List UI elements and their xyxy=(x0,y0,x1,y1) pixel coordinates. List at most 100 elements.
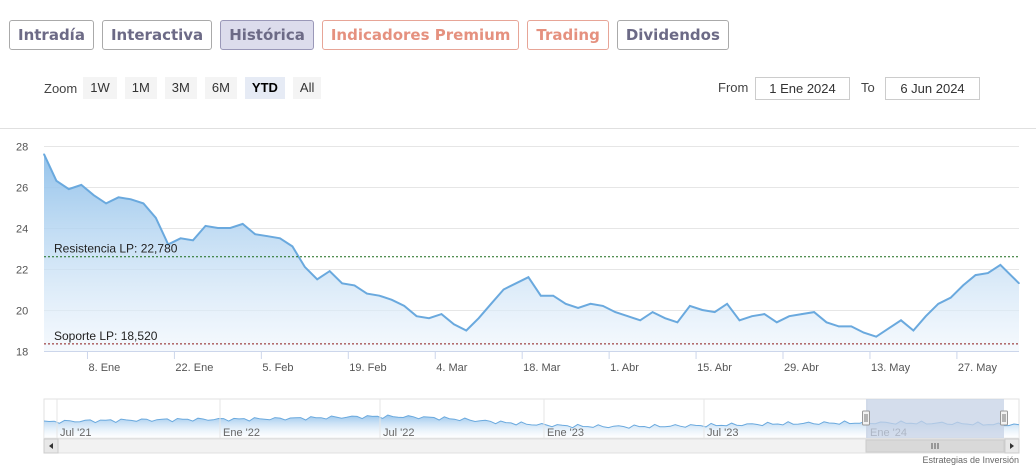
data-point xyxy=(589,303,592,305)
x-tick-label: 29. Abr xyxy=(784,362,819,374)
data-point xyxy=(453,323,455,326)
data-point xyxy=(552,294,554,297)
data-point xyxy=(477,317,480,320)
tab-intradía[interactable]: Intradía xyxy=(9,20,94,50)
data-point xyxy=(428,317,430,320)
data-point xyxy=(713,311,716,313)
brand-credit: Estrategias de Inversión xyxy=(922,455,1019,465)
data-point xyxy=(614,311,617,313)
data-point xyxy=(192,239,194,242)
data-point xyxy=(627,315,629,318)
zoom-1w-button[interactable]: 1W xyxy=(83,77,117,99)
data-point xyxy=(142,202,145,205)
data-point xyxy=(43,153,45,155)
zoom-bar: Zoom 1W 1M 3M 6M YTD All xyxy=(44,77,329,99)
scroll-right-arrow-icon xyxy=(1010,443,1014,449)
navigator-label: Ene '22 xyxy=(223,427,260,439)
data-point xyxy=(639,319,641,322)
x-tick-label: 15. Abr xyxy=(697,362,732,374)
data-point xyxy=(664,317,666,320)
tab-indicadores-premium[interactable]: Indicadores Premium xyxy=(321,20,520,50)
data-point xyxy=(279,237,281,240)
y-tick-label: 26 xyxy=(16,183,28,195)
support-label: Soporte LP: 18,520 xyxy=(54,329,158,343)
data-point xyxy=(925,315,927,318)
x-tick-label: 27. May xyxy=(958,362,998,374)
data-point xyxy=(105,202,107,205)
data-point xyxy=(689,305,691,307)
x-tick-label: 22. Ene xyxy=(175,362,213,374)
navigator-label: Jul '22 xyxy=(383,427,414,439)
tab-dividendos[interactable]: Dividendos xyxy=(616,20,729,50)
tab-trading[interactable]: Trading xyxy=(527,20,609,50)
data-point xyxy=(92,194,95,196)
x-tick-label: 13. May xyxy=(871,362,911,374)
data-point xyxy=(68,188,70,190)
data-point xyxy=(1012,276,1014,279)
data-point xyxy=(415,315,418,318)
data-point xyxy=(937,303,940,305)
data-point xyxy=(328,270,331,272)
data-point xyxy=(949,296,952,299)
data-point xyxy=(55,180,58,182)
y-tick-label: 24 xyxy=(16,224,28,236)
data-point xyxy=(974,274,977,276)
data-point xyxy=(440,313,443,315)
data-point xyxy=(999,264,1002,266)
data-point xyxy=(738,319,741,322)
data-point xyxy=(726,303,728,305)
data-point xyxy=(502,288,505,291)
data-point xyxy=(602,305,604,307)
data-point xyxy=(887,327,890,330)
navigator-label: Ene '23 xyxy=(547,427,584,439)
data-point xyxy=(117,196,120,199)
resistance-label: Resistencia LP: 22,780 xyxy=(54,242,178,256)
navigator-label: Jul '21 xyxy=(60,427,91,439)
to-date-input[interactable]: 6 Jun 2024 xyxy=(885,77,980,100)
data-point xyxy=(167,243,169,246)
data-point xyxy=(800,313,803,315)
zoom-1m-button[interactable]: 1M xyxy=(124,77,157,99)
navigator-label: Jul '23 xyxy=(707,427,738,439)
x-tick-label: 8. Ene xyxy=(88,362,120,374)
price-area xyxy=(44,154,1019,351)
y-tick-label: 28 xyxy=(16,142,28,154)
navigator-right-handle[interactable] xyxy=(1000,410,1008,426)
zoom-all-button[interactable]: All xyxy=(292,77,322,99)
data-point xyxy=(391,299,393,301)
tab-histórica[interactable]: Histórica xyxy=(220,20,314,50)
tab-interactiva[interactable]: Interactiva xyxy=(101,20,213,50)
data-point xyxy=(540,294,542,297)
data-point xyxy=(291,245,294,248)
data-point xyxy=(701,309,704,311)
data-point xyxy=(763,313,766,315)
data-point xyxy=(875,335,877,338)
from-label: From xyxy=(718,80,749,95)
zoom-6m-button[interactable]: 6M xyxy=(204,77,237,99)
data-point xyxy=(825,321,828,324)
y-tick-label: 18 xyxy=(16,347,28,359)
scroll-left-arrow-icon xyxy=(49,443,53,449)
data-point xyxy=(776,321,778,324)
data-point xyxy=(1018,282,1020,285)
from-date-input[interactable]: 1 Ene 2024 xyxy=(755,77,850,100)
to-label: To xyxy=(861,80,875,95)
data-point xyxy=(266,235,269,237)
y-tick-label: 22 xyxy=(16,265,28,277)
data-point xyxy=(80,184,83,186)
x-tick-label: 19. Feb xyxy=(349,362,386,374)
data-point xyxy=(751,315,753,318)
navigator-selection[interactable] xyxy=(866,399,1004,438)
data-point xyxy=(316,278,319,281)
data-point xyxy=(788,315,790,318)
data-point xyxy=(254,233,256,235)
data-point xyxy=(577,307,579,309)
zoom-3m-button[interactable]: 3M xyxy=(164,77,197,99)
navigator-left-handle[interactable] xyxy=(862,410,870,426)
data-point xyxy=(179,237,182,240)
x-tick-label: 4. Mar xyxy=(436,362,468,374)
navigator-line xyxy=(43,414,1020,429)
zoom-ytd-button[interactable]: YTD xyxy=(244,77,285,99)
data-point xyxy=(341,282,343,285)
